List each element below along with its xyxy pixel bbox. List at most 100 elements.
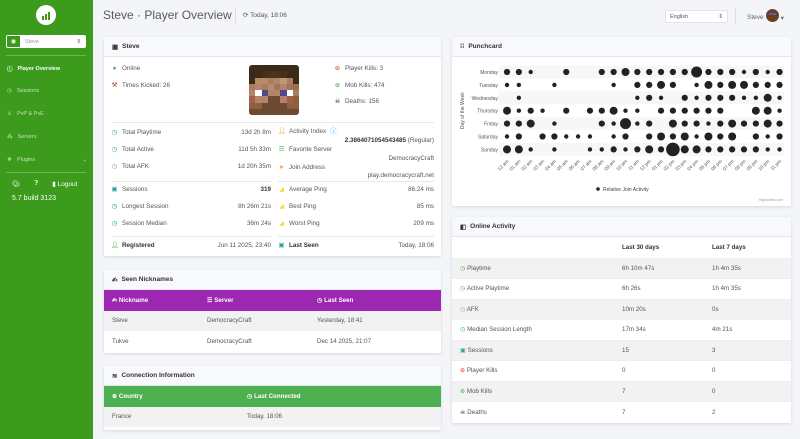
punch-dot — [504, 82, 510, 88]
palette-icon[interactable]: 🎨︎ — [12, 181, 21, 188]
cubes-icon: ❖ — [7, 157, 12, 163]
punch-dot — [666, 142, 680, 157]
clock-icon: ◷ — [111, 163, 118, 170]
punch-dot — [751, 106, 760, 115]
punch-dot — [646, 81, 653, 88]
calendar-check-icon: ▣ — [278, 242, 285, 249]
punch-dot — [729, 146, 736, 153]
crosshair-icon: ⊕ — [460, 387, 466, 395]
x-tick-label: 11 pm — [770, 159, 783, 172]
punch-dot — [528, 69, 533, 75]
player-card: ▣ Steve ● Online ⚒ Times Kicked: 26 ⊕ Player… — [104, 37, 441, 256]
header: Steve · Player Overview ⟳ Today, 18:06 E… — [93, 0, 800, 35]
punch-dot — [527, 107, 534, 114]
y-tick-label: Saturday — [478, 135, 499, 141]
punch-dot — [763, 106, 772, 115]
punch-dot — [598, 68, 605, 76]
clock-icon: ◷ — [111, 203, 118, 210]
punch-dot — [564, 134, 569, 139]
id-card-icon: ▣ — [112, 44, 119, 51]
punch-dot — [717, 68, 724, 76]
punch-dot — [586, 107, 594, 114]
punchcard-chart: Monday Tuesday Wednesday Thursday Friday Satu… — [460, 65, 784, 202]
sidebar-item-sessions[interactable]: ◷ Sessions — [7, 88, 40, 94]
x-tick-label: 05 pm — [698, 159, 712, 173]
refresh-button[interactable]: ⟳ Today, 18:06 — [243, 12, 287, 19]
y-tick-label: Tuesday — [479, 83, 498, 89]
signature-icon: ✍︎ — [112, 296, 118, 304]
page-title: Steve · Player Overview — [103, 8, 232, 22]
punch-dot — [691, 66, 703, 78]
y-axis-label: Day of the Week — [460, 92, 466, 129]
punch-dot — [657, 132, 666, 141]
x-tick-label: 12 pm — [639, 159, 653, 173]
clock-icon: ◷ — [111, 146, 118, 153]
table-row: Steve DemocracyCraft Yesterday, 18:41 — [104, 310, 441, 331]
connection-card: ≋ Connection Information ⊕ Country ◷ Last … — [104, 366, 441, 430]
punch-dot — [777, 95, 782, 100]
logo[interactable] — [36, 5, 56, 25]
punch-dot — [646, 133, 653, 140]
punch-dot — [705, 146, 712, 153]
table-row: ☠ Deaths 7 2 — [452, 401, 791, 422]
punch-dot — [752, 120, 759, 127]
sidebar-item-player-overview[interactable]: ⓘ Player Overview — [7, 66, 61, 73]
punch-dot — [611, 121, 616, 126]
gavel-icon: ⚒ — [111, 82, 118, 89]
x-tick-label: 02 am — [520, 159, 534, 173]
caret-down-icon: ▾ — [780, 14, 784, 22]
x-tick-label: 08 pm — [734, 159, 748, 173]
info-icon: ⓘ — [7, 67, 13, 73]
user-icon: 👤︎ — [278, 128, 287, 135]
crosshair-icon: ⊕ — [334, 82, 341, 89]
punch-dot — [657, 80, 666, 89]
punch-dot — [776, 68, 783, 76]
clock-icon: ◷ — [247, 392, 253, 400]
user-menu[interactable]: Steve ▾ — [747, 9, 784, 24]
version: 5.7 build 3123 — [12, 195, 56, 202]
logout-button[interactable]: ▮ Logout — [52, 181, 78, 188]
signal-icon: ◢ — [279, 220, 284, 227]
punch-dot — [622, 133, 629, 140]
punch-dot — [669, 81, 676, 88]
x-tick-label: 07 pm — [722, 159, 736, 173]
clock-icon: ◷ — [111, 129, 118, 136]
punch-dot — [646, 68, 653, 76]
y-tick-label: Monday — [480, 70, 498, 76]
punch-dot — [694, 82, 699, 88]
punch-dot — [526, 119, 535, 128]
x-tick-label: 10 am — [615, 159, 629, 173]
punch-dot — [645, 145, 654, 154]
help-icon[interactable]: ❓︎ — [34, 180, 39, 187]
punch-dot — [704, 132, 713, 141]
punch-dot — [669, 133, 676, 140]
punch-dot — [753, 95, 759, 100]
chart-credit[interactable]: Highcharts.com — [759, 198, 783, 202]
punch-dot — [765, 69, 770, 75]
refresh-icon: ⟳ — [243, 12, 249, 19]
x-tick-label: 06 pm — [710, 159, 724, 173]
server-icon: ☰ — [278, 146, 285, 153]
punch-dot — [681, 120, 688, 127]
punch-dot — [515, 68, 522, 76]
row-band — [499, 65, 784, 79]
player-select[interactable]: ◉ Steve ⇕ — [6, 35, 86, 48]
player-head — [249, 65, 299, 115]
punch-dot — [634, 68, 641, 76]
punch-dot — [514, 145, 523, 154]
wifi-icon: ≋ — [112, 373, 118, 380]
legend-label[interactable]: Relative Join Activity — [603, 187, 649, 193]
punch-dot — [777, 147, 782, 152]
info-circle-icon[interactable]: ⓘ — [330, 128, 337, 135]
skull-icon: ☠ — [460, 408, 466, 416]
punch-dot — [704, 80, 713, 89]
sidebar-item-plugins[interactable]: ❖ Plugins ⌄ — [7, 157, 87, 163]
punch-dot — [740, 80, 748, 89]
language-select[interactable]: English ⇕ — [665, 10, 728, 23]
punch-dot — [752, 68, 759, 76]
sidebar-item-pvp-pve[interactable]: ⚔ PvP & PvE — [7, 111, 44, 117]
punch-dot — [516, 95, 522, 100]
punch-dot — [693, 120, 700, 127]
sidebar-item-servers[interactable]: ⁂ Servers — [7, 134, 37, 140]
punch-dot — [669, 68, 676, 76]
